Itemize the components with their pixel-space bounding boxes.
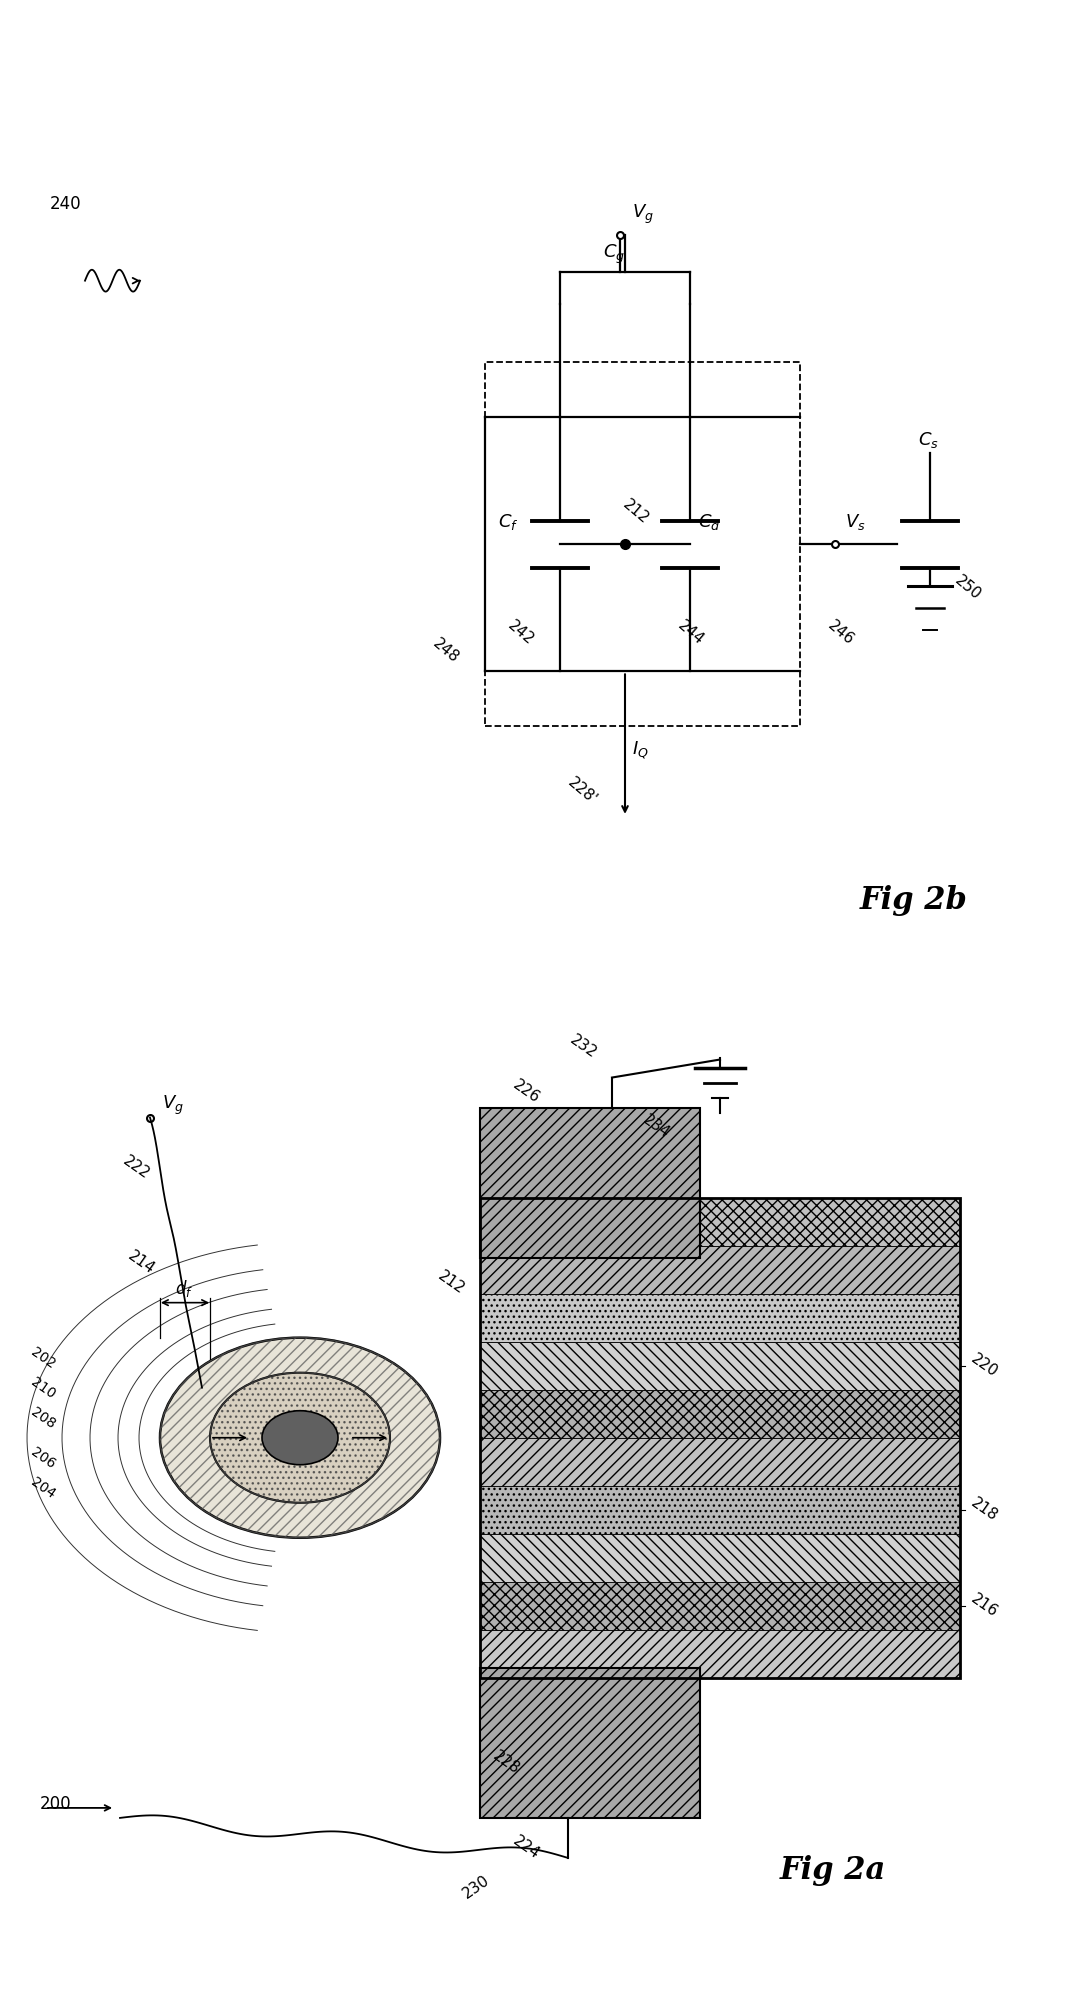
Ellipse shape xyxy=(210,1373,389,1502)
Text: 230: 230 xyxy=(460,1872,493,1900)
Text: 206: 206 xyxy=(28,1445,58,1471)
Bar xyxy=(485,364,800,727)
Text: 204: 204 xyxy=(28,1475,58,1500)
Text: 242: 242 xyxy=(505,617,536,647)
Bar xyxy=(480,1534,960,1582)
Text: 216: 216 xyxy=(968,1590,1000,1618)
Text: 222: 222 xyxy=(120,1153,152,1181)
Text: Fig 2b: Fig 2b xyxy=(859,885,968,915)
Text: 248: 248 xyxy=(430,635,461,665)
Bar xyxy=(480,1247,960,1295)
Text: 232: 232 xyxy=(567,1033,600,1061)
Text: 228: 228 xyxy=(490,1746,523,1776)
Bar xyxy=(480,1199,960,1247)
Text: 234: 234 xyxy=(640,1113,673,1141)
Bar xyxy=(480,1668,700,1818)
Text: $V_g$: $V_g$ xyxy=(632,202,653,226)
Bar xyxy=(480,1109,700,1259)
Text: $C_d$: $C_d$ xyxy=(699,511,721,531)
Bar xyxy=(480,1582,960,1630)
Bar xyxy=(480,1295,960,1343)
Text: 220: 220 xyxy=(968,1351,1000,1379)
Text: $C_f$: $C_f$ xyxy=(498,511,518,531)
Text: 200: 200 xyxy=(40,1794,72,1812)
Text: 244: 244 xyxy=(675,617,707,647)
Text: $V_g$: $V_g$ xyxy=(162,1093,183,1117)
Text: 224: 224 xyxy=(510,1832,542,1860)
Text: $d_f$: $d_f$ xyxy=(175,1277,193,1299)
Text: $C_g$: $C_g$ xyxy=(603,242,626,266)
Bar xyxy=(480,1391,960,1439)
Ellipse shape xyxy=(160,1339,440,1538)
Text: $C_s$: $C_s$ xyxy=(918,430,939,450)
Text: $I_Q$: $I_Q$ xyxy=(632,739,649,761)
Bar xyxy=(480,1630,960,1678)
Text: 212: 212 xyxy=(620,496,651,525)
Text: 246: 246 xyxy=(825,617,857,647)
Text: 250: 250 xyxy=(952,571,984,603)
Text: 202: 202 xyxy=(28,1345,58,1371)
Text: 228': 228' xyxy=(565,775,600,807)
Text: 240: 240 xyxy=(50,196,82,214)
Text: 226: 226 xyxy=(510,1077,542,1107)
Text: 218: 218 xyxy=(968,1495,1000,1522)
Text: 212: 212 xyxy=(435,1267,467,1297)
Bar xyxy=(480,1487,960,1534)
Text: 208: 208 xyxy=(28,1405,58,1431)
Text: Fig 2a: Fig 2a xyxy=(780,1854,886,1884)
Text: 210: 210 xyxy=(28,1375,58,1401)
Text: 214: 214 xyxy=(124,1247,158,1277)
Ellipse shape xyxy=(262,1411,338,1465)
Bar xyxy=(480,1439,960,1487)
Bar xyxy=(480,1199,960,1678)
Text: $V_s$: $V_s$ xyxy=(846,511,866,531)
Bar xyxy=(480,1343,960,1391)
